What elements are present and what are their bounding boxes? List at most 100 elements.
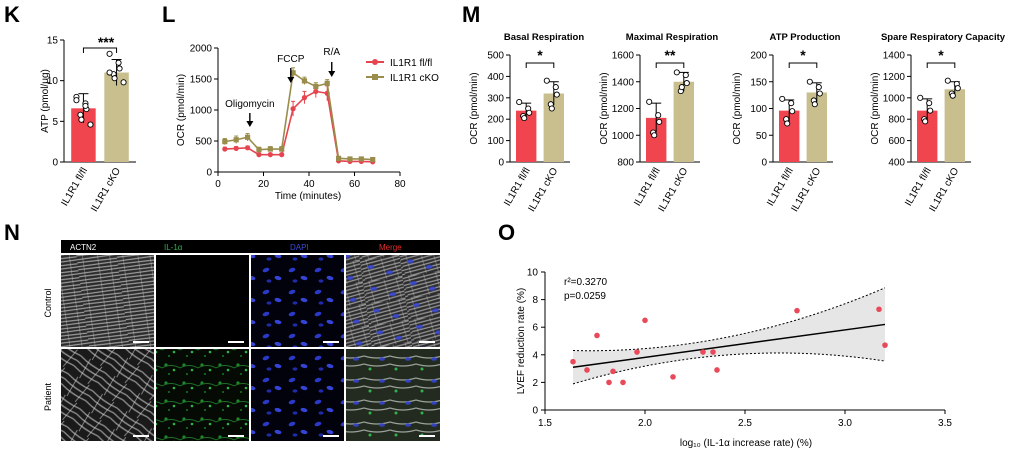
legend-marker-cko bbox=[372, 74, 378, 80]
m2-point bbox=[784, 120, 791, 127]
k-ytick-label: 0 bbox=[52, 158, 58, 169]
m-title: Basal Respiration bbox=[504, 32, 584, 43]
k-bars: 0 5 10 15 bbox=[47, 36, 136, 169]
panel-label-l: L bbox=[162, 2, 175, 27]
m0-ytick-label: 100 bbox=[487, 136, 504, 147]
n-scale-bars bbox=[133, 341, 435, 437]
m-ylabel: OCR (pmol/min) bbox=[870, 72, 881, 144]
panel-label-n: N bbox=[4, 220, 20, 245]
o-point bbox=[642, 317, 648, 324]
n-img-patient-il1a bbox=[156, 349, 249, 441]
panel-k: K ATP (pmol/μg) 0 5 10 15 IL1R1 fl/fl IL1R1 … bbox=[4, 2, 136, 214]
k-x-labels: IL1R1 fl/fl IL1R1 cKO bbox=[59, 166, 123, 214]
l-xtick-label: 0 bbox=[215, 179, 221, 190]
o-stat-p: p=0.0259 bbox=[564, 291, 606, 302]
panel-label-k: K bbox=[4, 2, 20, 27]
l-ytick-label: 1000 bbox=[190, 106, 213, 117]
m0-ytick-label: 200 bbox=[487, 115, 504, 126]
k-ylabel: ATP (pmol/μg) bbox=[40, 69, 51, 133]
m2-point bbox=[816, 90, 823, 97]
m-chart-1: Maximal Respiration OCR (pmol/min) 800 1000… bbox=[599, 32, 718, 214]
l-point bbox=[233, 137, 239, 143]
l-point bbox=[301, 95, 308, 101]
k-ytick-label: 15 bbox=[47, 36, 59, 47]
l-point bbox=[222, 146, 228, 152]
legend-marker-fl bbox=[372, 59, 378, 65]
l-point bbox=[222, 139, 228, 145]
k-point bbox=[120, 79, 127, 86]
l-point bbox=[267, 152, 273, 158]
m-ylabel: OCR (pmol/min) bbox=[599, 72, 610, 144]
panel-label-o: O bbox=[498, 220, 515, 245]
panel-n: N ACTN2 IL-1α DAPI Merge Control Patient bbox=[4, 220, 440, 441]
m2-sig-bracket bbox=[788, 62, 818, 68]
m-xtick-label: IL1R1 fl/fl bbox=[765, 166, 796, 208]
m2-bar-0 bbox=[779, 110, 800, 162]
m0-point bbox=[552, 84, 559, 91]
m-xtick-label: IL1R1 fl/fl bbox=[632, 166, 663, 208]
m3-ytick-label: 1400 bbox=[883, 51, 906, 62]
m3-ytick-label: 1000 bbox=[883, 93, 906, 104]
m3-ytick-label: 400 bbox=[888, 158, 905, 169]
l-point bbox=[244, 145, 251, 151]
o-ytick-label: 6 bbox=[532, 323, 538, 334]
l-annotation-label: FCCP bbox=[277, 54, 305, 65]
k-point bbox=[77, 111, 84, 118]
l-point bbox=[233, 145, 239, 152]
l-point bbox=[313, 83, 319, 90]
l-point bbox=[324, 80, 330, 86]
m-significance: * bbox=[938, 47, 944, 63]
l-point bbox=[267, 146, 273, 152]
m1-point bbox=[678, 84, 685, 91]
m-chart-0: Basal Respiration OCR (pmol/min) 0 100 200 30… bbox=[469, 32, 584, 214]
l-point bbox=[256, 147, 262, 153]
m2-point bbox=[789, 108, 796, 115]
m-ylabel: OCR (pmol/min) bbox=[469, 72, 480, 144]
k-ytick-label: 5 bbox=[52, 117, 58, 128]
m2-ytick-label: 0 bbox=[761, 158, 767, 169]
l-ylabel: OCR (pmol/min) bbox=[176, 74, 187, 146]
l-point bbox=[244, 134, 251, 140]
o-xtick-label: 2.5 bbox=[738, 418, 752, 429]
m2-ytick-label: 150 bbox=[750, 77, 767, 88]
m1-point bbox=[683, 80, 690, 87]
o-confidence-band bbox=[573, 287, 885, 384]
n-img-control-dapi bbox=[251, 255, 344, 347]
l-point bbox=[370, 157, 376, 163]
l-ytick-label: 500 bbox=[195, 137, 212, 148]
m2-ytick-label: 50 bbox=[756, 131, 768, 142]
o-ytick-label: 0 bbox=[532, 406, 538, 417]
m2-bar-1 bbox=[806, 92, 827, 162]
l-xtick-label: 40 bbox=[303, 179, 315, 190]
o-ci-lower bbox=[572, 352, 886, 385]
panel-o: O LVEF reduction rate (%) log₁₀ (IL-1α i… bbox=[498, 220, 952, 449]
o-regression-line bbox=[572, 323, 886, 368]
o-point bbox=[620, 379, 626, 386]
o-xtick-label: 1.5 bbox=[538, 418, 552, 429]
m1-point bbox=[682, 72, 689, 79]
n-row-control: Control bbox=[43, 288, 53, 317]
o-point bbox=[606, 379, 612, 386]
m0-ytick-label: 400 bbox=[487, 72, 504, 83]
o-xtick-label: 3.5 bbox=[938, 418, 952, 429]
k-point bbox=[106, 50, 113, 57]
l-point bbox=[279, 152, 285, 158]
o-point bbox=[882, 342, 888, 348]
m0-point bbox=[521, 115, 528, 122]
m2-point bbox=[811, 101, 818, 108]
m3-ytick-label: 600 bbox=[888, 136, 905, 147]
k-point bbox=[111, 75, 118, 82]
m1-ytick-label: 1200 bbox=[612, 104, 635, 115]
k-sig-bracket bbox=[82, 47, 118, 53]
l-point bbox=[256, 152, 262, 158]
m3-point bbox=[954, 85, 961, 92]
l-point bbox=[358, 156, 364, 162]
m3-point bbox=[944, 77, 951, 84]
m-charts: Basal Respiration OCR (pmol/min) 0 100 200 30… bbox=[469, 32, 1006, 214]
m1-point bbox=[655, 112, 662, 119]
legend-label-fl: IL1R1 fl/fl bbox=[390, 58, 432, 69]
m0-point bbox=[543, 77, 550, 84]
m0-point bbox=[548, 105, 555, 112]
m3-point bbox=[922, 118, 929, 125]
m1-point bbox=[646, 98, 653, 105]
